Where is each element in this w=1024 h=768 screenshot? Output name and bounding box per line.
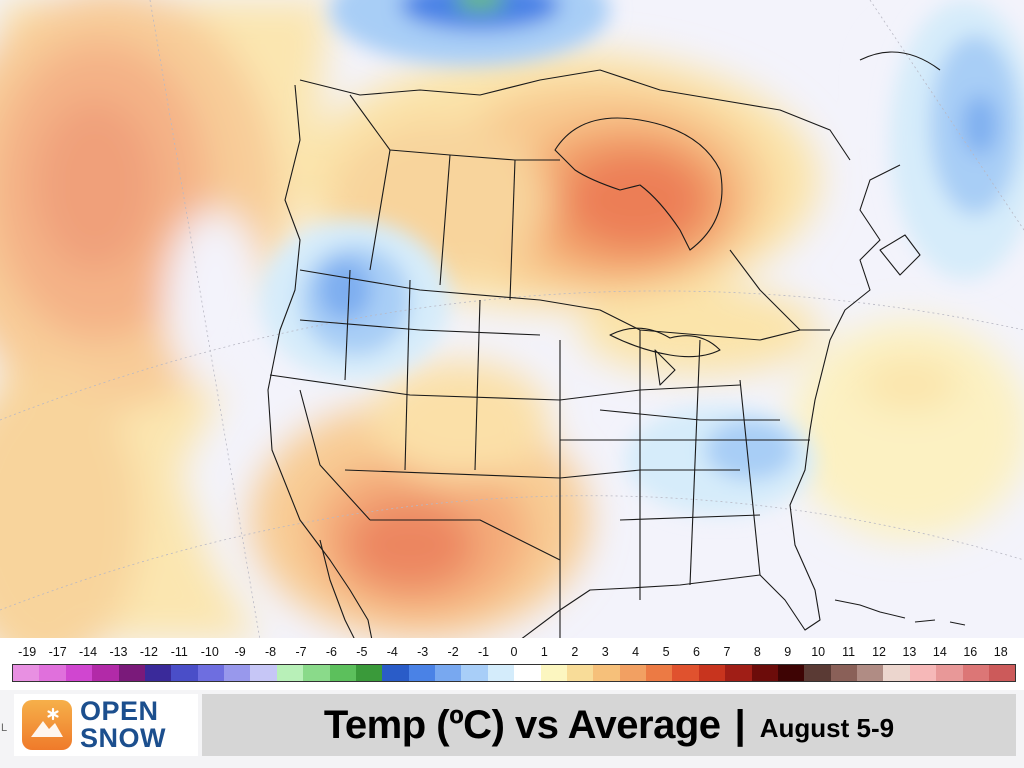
scale-tick-label: 1 — [540, 645, 548, 659]
scale-tick-label: 13 — [902, 645, 917, 659]
scale-color-swatch — [830, 665, 857, 681]
scale-color-swatch — [514, 665, 541, 681]
footer-banner: OPEN SNOW Temp (ºC) vs Average | August … — [0, 690, 1024, 768]
scale-color-swatch — [672, 665, 699, 681]
scale-tick-label: -14 — [79, 645, 98, 659]
scale-color-swatch — [118, 665, 145, 681]
scale-tick-label: -10 — [200, 645, 219, 659]
scale-tick-label: 3 — [601, 645, 609, 659]
scale-color-swatch — [777, 665, 805, 681]
scale-tick-labels: -19 -17 -14 -13 -12 -11 -10 -9 -8 -7 -6 -5 -4 -3 -2 -1 0… — [12, 642, 1016, 662]
map-boundaries — [267, 51, 941, 640]
scale-tick-label: 12 — [872, 645, 886, 659]
scale-tick-label: -17 — [48, 645, 67, 659]
scale-color-swatch — [224, 665, 251, 681]
scale-color-bar — [12, 664, 1016, 682]
scale-tick-label: -2 — [447, 645, 459, 659]
caribbean-islands — [834, 599, 966, 626]
mountain-snowflake-icon — [22, 700, 72, 750]
scale-color-swatch — [883, 665, 910, 681]
scale-color-swatch — [92, 665, 119, 681]
scale-color-swatch — [303, 665, 330, 681]
scale-color-swatch — [619, 665, 646, 681]
scale-tick-label: 2 — [571, 645, 579, 659]
scale-tick-label: 10 — [811, 645, 826, 659]
scale-color-swatch — [382, 665, 409, 681]
scale-tick-label: -19 — [18, 645, 37, 659]
scale-color-swatch — [408, 665, 435, 681]
scale-tick-label: -8 — [265, 645, 277, 659]
scale-tick-label: 16 — [963, 645, 978, 659]
scale-tick-label: 4 — [632, 645, 640, 659]
scale-tick-label: 7 — [723, 645, 731, 659]
scale-tick-label: 8 — [753, 645, 761, 659]
scale-color-swatch — [461, 665, 488, 681]
scale-color-swatch — [276, 665, 304, 681]
scale-tick-label: -12 — [139, 645, 158, 659]
map-svg — [0, 0, 1024, 640]
opensnow-logo: OPEN SNOW — [14, 694, 198, 756]
scale-tick-label: 0 — [510, 645, 518, 659]
scale-color-swatch — [646, 665, 673, 681]
cropped-edge-letter: L — [1, 722, 8, 734]
scale-color-swatch — [988, 665, 1016, 681]
scale-color-swatch — [909, 665, 937, 681]
scale-tick-label: -7 — [295, 645, 307, 659]
scale-color-swatch — [857, 665, 884, 681]
scale-tick-label: -1 — [477, 645, 490, 659]
scale-color-swatch — [329, 665, 356, 681]
scale-tick-label: 18 — [993, 645, 1008, 659]
scale-color-swatch — [936, 665, 963, 681]
scale-color-swatch — [13, 665, 40, 681]
logo-word-open: OPEN — [80, 696, 159, 726]
scale-tick-label: 9 — [784, 645, 792, 659]
scale-tick-label: 11 — [842, 645, 856, 659]
anomaly-fields — [0, 0, 1024, 640]
scale-color-swatch — [39, 665, 66, 681]
scale-color-swatch — [804, 665, 831, 681]
scale-tick-label: -3 — [417, 645, 429, 659]
scale-tick-label: -4 — [386, 645, 398, 659]
scale-color-swatch — [566, 665, 594, 681]
scale-tick-label: 5 — [662, 645, 670, 659]
scale-color-swatch — [751, 665, 778, 681]
scale-tick-label: 14 — [932, 645, 947, 659]
logo-word-snow: SNOW — [80, 723, 166, 753]
page-title: Temp (ºC) vs Average — [323, 702, 721, 747]
title-separator: | — [734, 702, 746, 747]
graticule-lines — [0, 0, 1024, 640]
scale-tick-label: 6 — [693, 645, 700, 659]
scale-color-swatch — [725, 665, 752, 681]
scale-tick-label: -9 — [234, 645, 246, 659]
scale-color-swatch — [65, 665, 93, 681]
scale-tick-label: -11 — [170, 645, 188, 659]
scale-color-swatch — [487, 665, 515, 681]
title-banner: Temp (ºC) vs Average | August 5-9 — [202, 694, 1016, 756]
scale-tick-label: -13 — [109, 645, 128, 659]
scale-color-swatch — [250, 665, 277, 681]
scale-color-swatch — [540, 665, 567, 681]
scale-color-swatch — [144, 665, 172, 681]
date-range: August 5-9 — [759, 712, 895, 743]
scale-color-swatch — [962, 665, 989, 681]
scale-color-swatch — [197, 665, 224, 681]
scale-color-swatch — [355, 665, 383, 681]
temperature-color-scale: -19 -17 -14 -13 -12 -11 -10 -9 -8 -7 -6 -5 -4 -3 -2 -1 0… — [0, 638, 1024, 690]
scale-color-swatch — [593, 665, 620, 681]
scale-color-swatch — [435, 665, 462, 681]
logo-wordmark: OPEN SNOW — [80, 698, 166, 752]
scale-color-swatch — [171, 665, 198, 681]
temperature-anomaly-map — [0, 0, 1024, 640]
scale-tick-label: -5 — [356, 645, 368, 659]
scale-color-swatch — [698, 665, 726, 681]
scale-tick-label: -6 — [325, 645, 337, 659]
